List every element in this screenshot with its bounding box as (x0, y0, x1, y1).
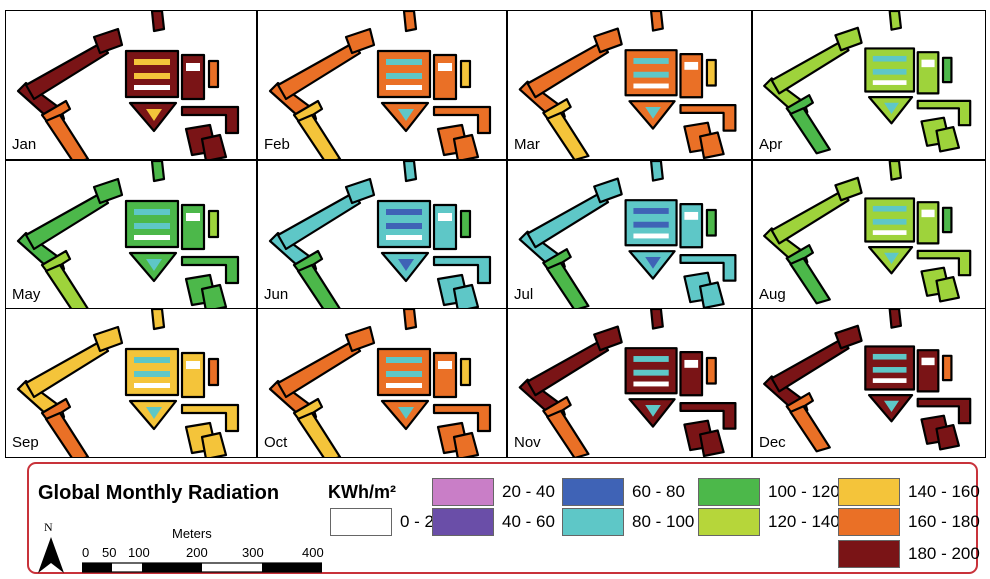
building-footprint-map (763, 309, 972, 453)
scale-tick-label: 50 (102, 545, 117, 560)
legend-class-label: 60 - 80 (632, 482, 685, 501)
legend-swatch (838, 540, 900, 568)
month-label: Sep (12, 434, 39, 451)
scale-tick-label: 400 (302, 545, 324, 560)
legend-swatch (838, 508, 900, 536)
legend-swatch (838, 478, 900, 506)
legend-class-label: 20 - 40 (502, 482, 555, 501)
legend-class-label: 140 - 160 (908, 482, 980, 501)
legend-swatch (698, 478, 760, 506)
month-label: Nov (514, 434, 541, 451)
map-panel-jan: Jan (5, 10, 257, 160)
map-panel-aug: Aug (752, 160, 986, 310)
map-panel-mar: Mar (507, 10, 752, 160)
building-footprint-map (268, 11, 492, 159)
building-footprint-map (518, 161, 737, 309)
legend-swatch (432, 508, 494, 536)
legend-title: Global Monthly Radiation (38, 482, 280, 504)
month-label: Jun (264, 286, 289, 303)
scale-title: Meters (172, 526, 212, 541)
building-footprint-map (268, 161, 492, 309)
building-footprint-map (518, 11, 737, 159)
month-label: Feb (264, 136, 290, 153)
month-label: Jul (514, 286, 534, 303)
legend-swatch (432, 478, 494, 506)
month-label: Jan (12, 136, 37, 153)
legend-class-label: 160 - 180 (908, 512, 980, 531)
legend-class-label: 100 - 120 (768, 482, 840, 501)
scale-tick-label: 200 (186, 545, 208, 560)
legend-swatch (330, 508, 392, 536)
month-label: Aug (759, 286, 786, 303)
building-footprint-map (16, 11, 240, 159)
map-panel-dec: Dec (752, 308, 986, 458)
legend-class-label: 80 - 100 (632, 512, 695, 531)
month-label: May (12, 286, 41, 303)
building-footprint-map (763, 161, 972, 305)
month-label: Mar (514, 136, 540, 153)
map-panel-jul: Jul (507, 160, 752, 310)
scale-tick-label: 0 (82, 545, 90, 560)
legend-class-label: 120 - 140 (768, 512, 840, 531)
legend-box (27, 462, 978, 574)
legend-swatch (562, 508, 624, 536)
map-panel-sep: Sep (5, 308, 257, 458)
legend-class-label: 40 - 60 (502, 512, 555, 531)
legend-class-label: 180 - 200 (908, 544, 980, 563)
month-label: Apr (759, 136, 783, 153)
building-footprint-map (763, 11, 972, 155)
scale-tick-label: 100 (128, 545, 150, 560)
north-arrow-icon (38, 537, 64, 573)
north-label: N (44, 520, 53, 534)
north-arrow: N (36, 520, 66, 575)
building-footprint-map (268, 309, 492, 457)
map-panel-apr: Apr (752, 10, 986, 160)
map-panel-oct: Oct (257, 308, 507, 458)
scale-bar (82, 562, 322, 573)
building-footprint-map (518, 309, 737, 457)
map-panel-feb: Feb (257, 10, 507, 160)
map-panel-jun: Jun (257, 160, 507, 310)
map-panel-may: May (5, 160, 257, 310)
scale-tick-label: 300 (242, 545, 264, 560)
building-footprint-map (16, 309, 240, 457)
legend-swatch (562, 478, 624, 506)
legend-swatch (698, 508, 760, 536)
legend-unit: KWh/m² (328, 482, 396, 502)
map-panel-nov: Nov (507, 308, 752, 458)
month-label: Oct (264, 434, 288, 451)
month-label: Dec (759, 434, 786, 451)
building-footprint-map (16, 161, 240, 309)
